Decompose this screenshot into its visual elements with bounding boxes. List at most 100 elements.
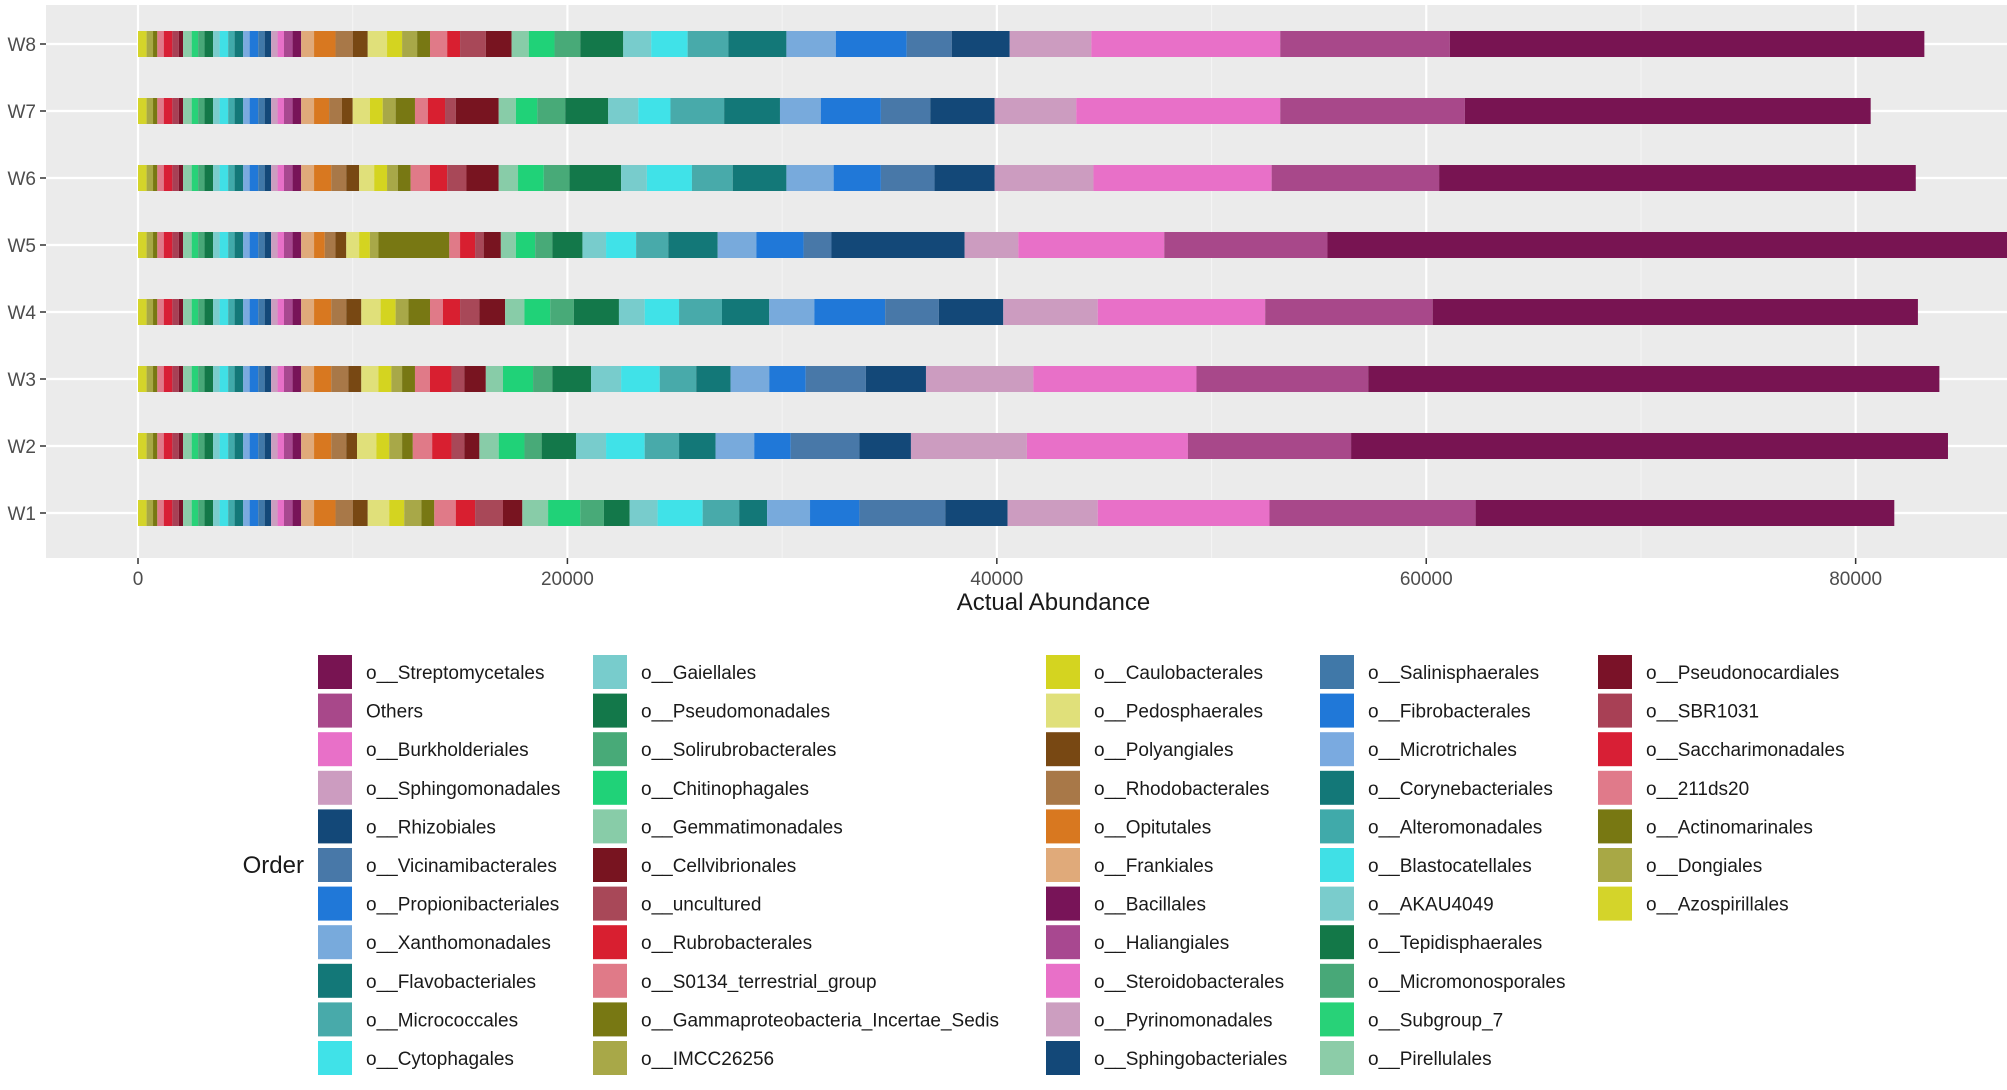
bar-segment: [292, 299, 302, 325]
bar-segment: [219, 433, 229, 459]
legend-swatch: [318, 1002, 352, 1037]
bar-segment: [498, 98, 516, 124]
legend-label: o__Corynebacteriales: [1368, 779, 1553, 800]
bar-segment: [198, 366, 205, 392]
bar-segment: [228, 98, 235, 124]
bar-segment: [153, 165, 158, 191]
legend-label: o__Cellvibrionales: [641, 856, 796, 877]
bar-segment: [172, 299, 179, 325]
bar-segment: [157, 299, 164, 325]
bar-segment: [178, 98, 184, 124]
legend-swatch: [1046, 655, 1080, 689]
bar-segment: [264, 433, 272, 459]
legend-label: o__Actinomarinales: [1646, 817, 1813, 838]
bar-segment: [1097, 500, 1270, 526]
bar-segment: [505, 299, 525, 325]
legend-label: o__Chitinophagales: [641, 779, 809, 800]
bar-segment: [511, 31, 529, 57]
bar-segment: [198, 31, 205, 57]
bar-segment: [301, 299, 315, 325]
bar-segment: [331, 366, 349, 392]
legend-swatch: [1046, 848, 1080, 882]
bar-segment: [644, 299, 680, 325]
bar-segment: [395, 98, 415, 124]
bar-segment: [820, 98, 881, 124]
bar-segment: [515, 232, 536, 258]
bar-segment: [447, 165, 467, 191]
legend-swatch: [593, 732, 627, 767]
bar-segment: [264, 366, 272, 392]
bar-segment: [284, 299, 293, 325]
bar-segment: [859, 500, 946, 526]
bar-segment: [906, 31, 952, 57]
bar-segment: [679, 299, 722, 325]
bar-segment: [402, 366, 415, 392]
legend-label: o__Alteromonadales: [1368, 817, 1542, 838]
legend-label: o__AKAU4049: [1368, 895, 1494, 916]
bar-segment: [603, 500, 630, 526]
legend-label: o__Salinisphaerales: [1368, 663, 1539, 684]
bar-segment: [204, 98, 214, 124]
bar-segment: [277, 433, 284, 459]
legend-label: o__Gammaproteobacteria_Incertae_Sedis: [641, 1010, 999, 1031]
legend-swatch: [1320, 770, 1354, 805]
bar-segment: [679, 433, 716, 459]
bar-segment: [213, 433, 220, 459]
bar-segment: [178, 299, 184, 325]
bar-segment: [779, 98, 821, 124]
bar-segment: [271, 98, 278, 124]
bar-segment: [146, 500, 154, 526]
bar-segment: [687, 31, 729, 57]
bar-segment: [515, 98, 538, 124]
bar-segment: [430, 366, 452, 392]
bar-segment: [1007, 500, 1098, 526]
bar-segment: [234, 232, 244, 258]
bar-segment: [810, 500, 860, 526]
legend-label: o__Opitutales: [1094, 817, 1211, 838]
legend-swatch: [1598, 770, 1632, 805]
bar-segment: [945, 500, 1008, 526]
bar-segment: [157, 232, 164, 258]
bar-segment: [249, 299, 259, 325]
bar-segment: [410, 165, 430, 191]
bar-segment: [657, 500, 703, 526]
bars: [138, 31, 2007, 526]
legend-label: o__IMCC26256: [641, 1049, 774, 1070]
bar-segment: [498, 165, 519, 191]
bar-segment: [580, 500, 604, 526]
bar-segment: [163, 165, 173, 191]
bar-segment: [271, 31, 278, 57]
bar-segment: [219, 98, 229, 124]
y-tick-label: W4: [8, 303, 37, 324]
legend-label: o__Saccharimonadales: [1646, 740, 1845, 761]
bar-segment: [397, 165, 411, 191]
bar-segment: [264, 299, 272, 325]
bar-segment: [466, 165, 499, 191]
bar-segment: [234, 98, 244, 124]
legend-swatch: [318, 732, 352, 767]
legend-swatch: [318, 809, 352, 844]
bar-segment: [367, 31, 388, 57]
bar-segment: [1271, 165, 1440, 191]
y-tick-label: W1: [8, 504, 37, 525]
legend-swatch: [1320, 848, 1354, 882]
legend-swatch: [318, 693, 352, 728]
bar-segment: [153, 232, 158, 258]
bar-segment: [541, 433, 576, 459]
bar-segment: [445, 98, 456, 124]
bar-segment: [314, 232, 325, 258]
y-tick-label: W3: [8, 370, 37, 391]
bar-segment: [277, 165, 284, 191]
bar-segment: [1097, 299, 1266, 325]
bar-segment: [522, 500, 549, 526]
bar-segment: [576, 433, 607, 459]
bar-segment: [1026, 433, 1188, 459]
bar-segment: [1187, 433, 1352, 459]
legend-swatch: [1046, 963, 1080, 998]
legend-label: o__Flavobacteriales: [366, 972, 536, 993]
bar-segment: [301, 500, 315, 526]
bar-segment: [455, 98, 499, 124]
legend-label: o__Haliangiales: [1094, 933, 1229, 954]
legend-label: o__Solirubrobacterales: [641, 740, 836, 761]
legend-swatch: [1046, 886, 1080, 921]
